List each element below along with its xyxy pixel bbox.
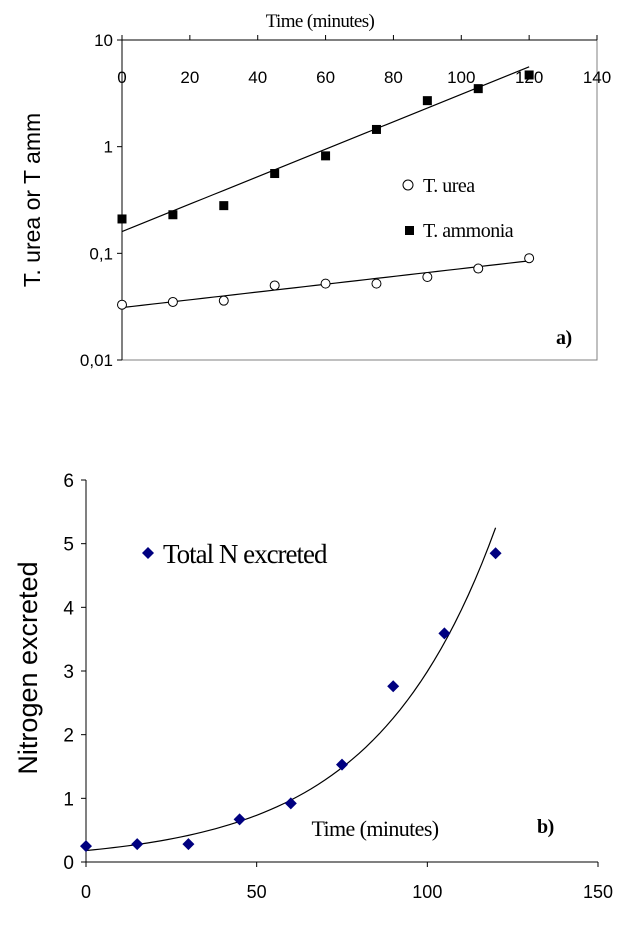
point-t-urea: [524, 253, 535, 264]
panel-b-label: b): [537, 816, 554, 838]
point-t-urea: [167, 296, 178, 307]
panel-a-y-label: T. urea or T amm: [19, 113, 45, 287]
point-t-ammonia: [371, 124, 381, 134]
point-t-ammonia: [219, 201, 229, 211]
panel-b-y-tick-label: 4: [63, 598, 74, 619]
panel-b-y-tick-label: 6: [63, 471, 74, 492]
point-t-ammonia: [473, 84, 483, 94]
panel-a-y-tick-label: 0,1: [89, 244, 113, 263]
panel-b-points: [80, 547, 502, 853]
panel-b-x-ticks: 0 50 100 150: [81, 862, 613, 902]
legend-label-t-urea: T. urea: [423, 175, 475, 197]
panel-b-x-label: Time (minutes): [311, 816, 438, 841]
point-t-urea: [371, 278, 382, 289]
legend-label-total-n-excreted: Total N excreted: [163, 539, 328, 569]
point-t-urea: [473, 263, 484, 274]
panel-a-y-tick-label: 10: [94, 31, 113, 50]
legend-label-t-ammonia: T. ammonia: [423, 220, 514, 242]
point-t-urea: [320, 278, 331, 289]
point-t-urea: [422, 271, 433, 282]
point-total-n-excreted: [489, 547, 502, 560]
panel-a-x-tick-label: 140: [583, 68, 611, 87]
point-t-urea: [117, 299, 127, 310]
panel-a-y-tick-label: 1: [104, 138, 113, 157]
point-total-n-excreted: [131, 838, 144, 851]
point-t-ammonia: [117, 214, 127, 224]
panel-b-x-tick-label: 0: [81, 882, 91, 902]
panel-b-x-tick-label: 100: [412, 882, 442, 902]
point-t-urea: [269, 280, 280, 291]
point-total-n-excreted: [336, 758, 348, 771]
panel-a-x-ticks: 020406080100120140: [117, 35, 611, 87]
panel-a-y-ticks: 10 1 0,1 0,01: [80, 31, 122, 370]
point-total-n-excreted: [438, 627, 451, 640]
panel-a-x-tick-label: 80: [384, 68, 403, 87]
panel-a-points: [117, 70, 535, 310]
panel-a-x-tick-label: 100: [447, 68, 475, 87]
panel-b-x-tick-label: 150: [583, 882, 613, 902]
panel-b-y-tick-label: 1: [63, 789, 74, 810]
panel-a-plot-border: [121, 39, 598, 361]
legend-marker-t-urea: [402, 179, 414, 191]
point-total-n-excreted: [387, 680, 400, 693]
panel-b-legend: Total N excreted: [142, 539, 329, 569]
panel-b-y-tick-label: 5: [63, 535, 74, 556]
panel-a-x-label: Time (minutes): [266, 11, 375, 32]
legend-marker-total-n-excreted: [142, 547, 154, 559]
panel-a-x-tick-label: 40: [248, 68, 267, 87]
legend-marker-t-ammonia: [405, 226, 414, 235]
panel-b-y-tick-label: 2: [63, 726, 74, 747]
point-total-n-excreted: [284, 797, 297, 810]
panel-a-x-tick-label: 0: [117, 68, 126, 87]
point-total-n-excreted: [182, 838, 195, 851]
panel-a-legend: T. urea T. ammonia: [402, 175, 514, 242]
point-t-urea: [218, 295, 229, 306]
point-t-ammonia: [270, 169, 280, 179]
point-total-n-excreted: [80, 840, 92, 853]
panel-b-chart: 0 50 100 150 0 1 2 3 4 5 6 Time (minutes) Nitroge…: [13, 471, 613, 902]
panel-b-y-tick-label: 0: [63, 853, 74, 874]
point-t-ammonia: [321, 151, 331, 161]
panel-a-label: a): [556, 327, 572, 349]
panel-b-y-label: Nitrogen excreted: [13, 561, 43, 774]
point-t-ammonia: [168, 210, 178, 220]
point-t-ammonia: [422, 96, 432, 106]
point-total-n-excreted: [233, 813, 246, 826]
panel-b-x-tick-label: 50: [247, 882, 267, 902]
trendline-t-ammonia: [121, 66, 530, 233]
panel-b-y-ticks: 0 1 2 3 4 5 6: [63, 471, 86, 874]
panel-a-x-tick-label: 60: [316, 68, 335, 87]
panel-a-x-tick-label: 20: [180, 68, 199, 87]
panel-a-y-tick-label: 0,01: [80, 351, 113, 370]
point-t-ammonia: [524, 70, 534, 80]
panel-b-y-tick-label: 3: [63, 662, 74, 683]
